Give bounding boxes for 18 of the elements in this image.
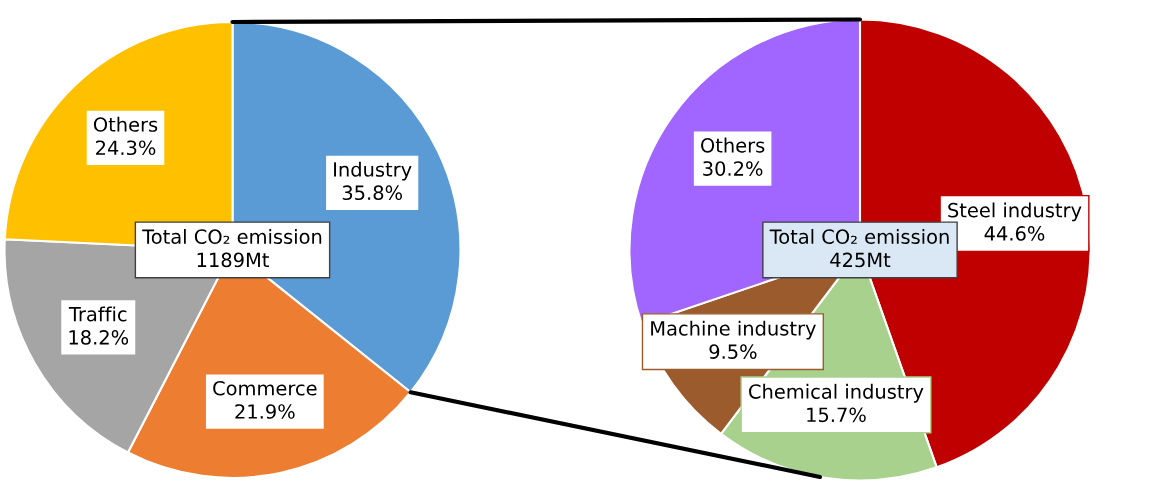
data-label: 15.7%	[807, 407, 866, 423]
slice-label: Others	[701, 137, 765, 153]
slice-label: Commerce	[213, 380, 317, 396]
slice-label: Chemical industry	[749, 383, 924, 403]
slice-label: Industry	[334, 161, 412, 181]
slice-label: Others	[93, 116, 158, 132]
data-label: 21.9%	[235, 404, 295, 419]
slice-label: Traffic	[68, 306, 127, 322]
slice-label: Steel industry	[948, 202, 1082, 222]
data-label: 44.6%	[984, 226, 1045, 241]
slice-label: Machine industry	[651, 320, 816, 340]
data-label: 30.2%	[703, 161, 763, 176]
data-label: 18.2%	[69, 330, 129, 345]
data-label: 35.8%	[342, 185, 402, 201]
text: Total CO₂ emission 1189Mt	[142, 228, 322, 268]
text: Total CO₂ emission 425Mt	[769, 228, 949, 268]
data-label: 24.3%	[96, 140, 156, 156]
data-label: 9.5%	[709, 344, 757, 359]
